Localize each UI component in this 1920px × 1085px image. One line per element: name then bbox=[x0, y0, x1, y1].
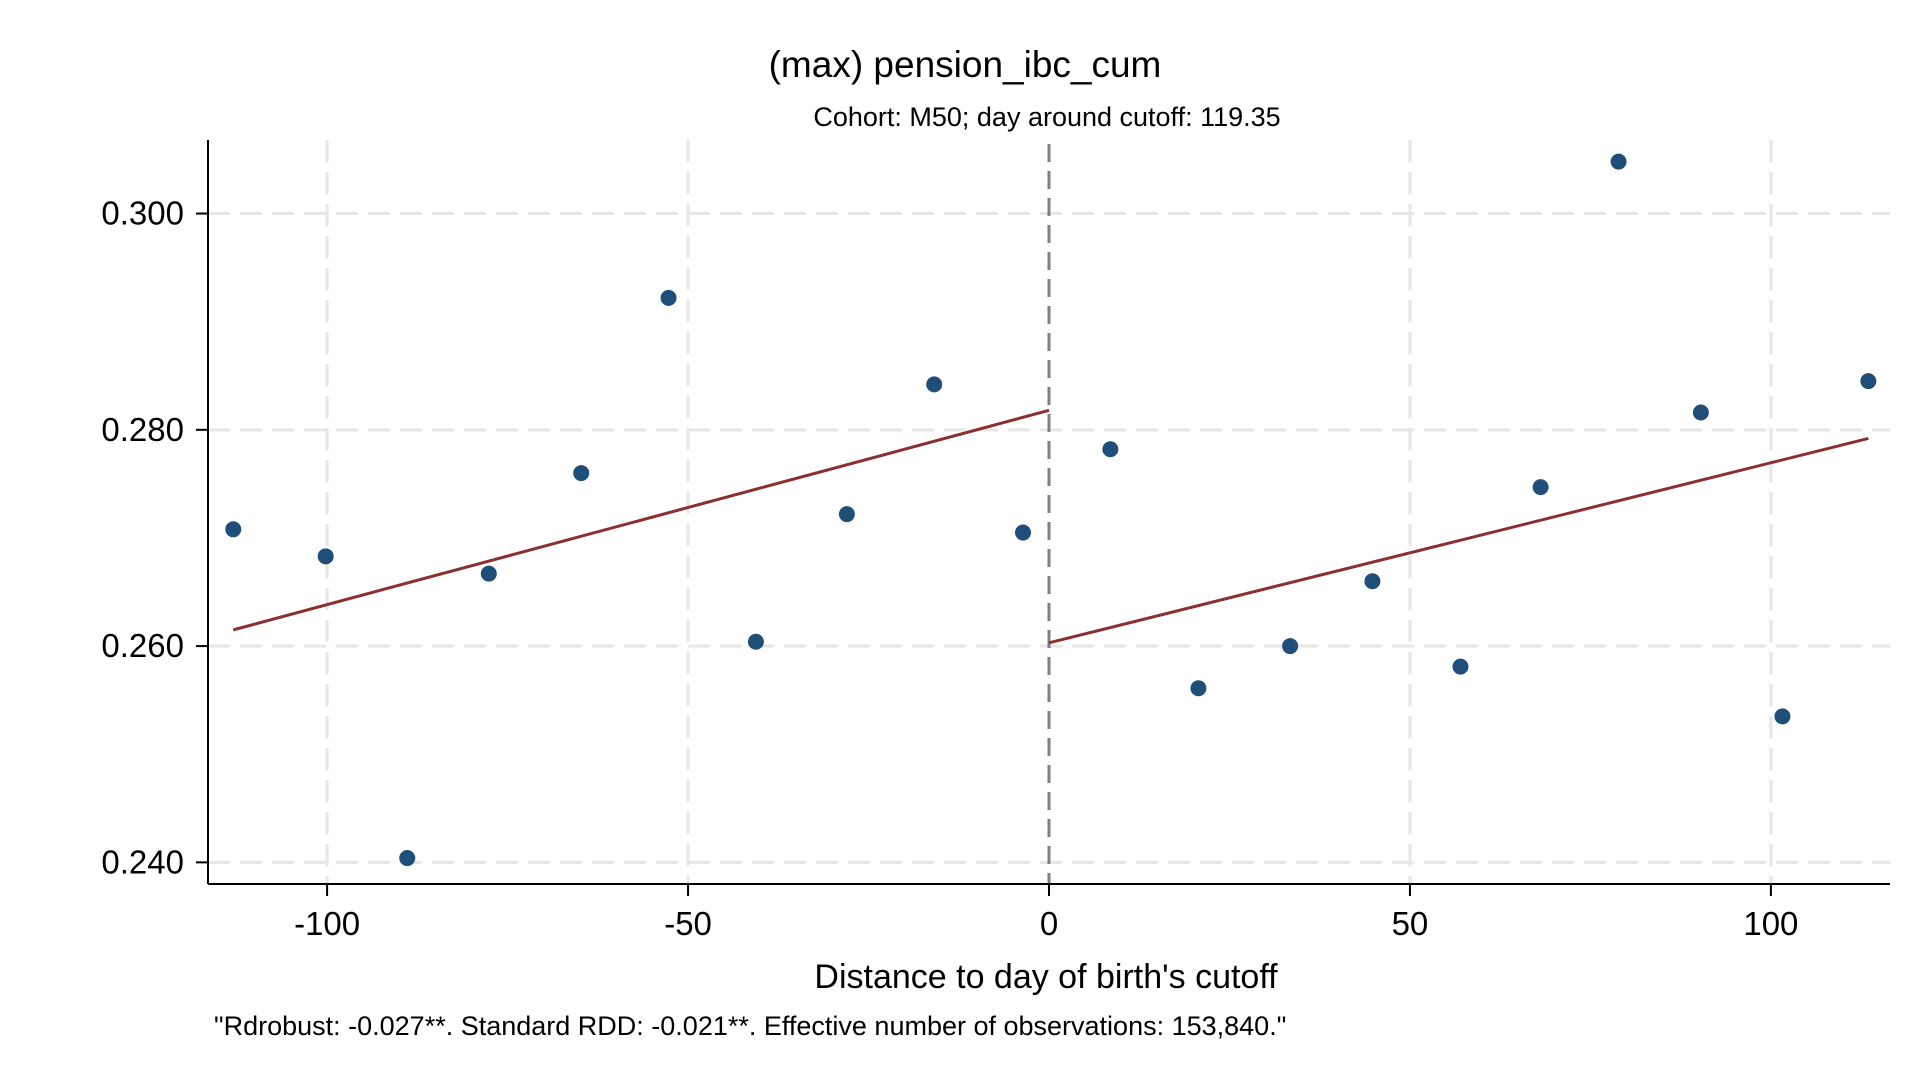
data-point bbox=[1190, 680, 1207, 697]
data-point bbox=[926, 376, 943, 393]
data-point bbox=[1692, 404, 1709, 421]
tick-labels-layer: 0.240 0.260 0.280 0.300 -100 -50 0 50 100 bbox=[101, 195, 1798, 942]
data-point bbox=[1610, 153, 1627, 170]
fit-line-segment bbox=[232, 408, 1050, 632]
chart-subtitle: Cohort: M50; day around cutoff: 119.35 bbox=[813, 102, 1280, 132]
y-tick-label: 0.280 bbox=[101, 411, 184, 448]
chart-title: (max) pension_ibc_cum bbox=[769, 44, 1162, 85]
y-tick-label: 0.240 bbox=[101, 843, 184, 880]
data-point bbox=[480, 565, 497, 582]
data-point bbox=[838, 506, 855, 523]
x-tick-label: -50 bbox=[664, 905, 712, 942]
data-point bbox=[1364, 573, 1381, 590]
data-point bbox=[317, 548, 334, 565]
x-tick-label: 0 bbox=[1040, 905, 1058, 942]
fit-line-layer bbox=[232, 408, 1869, 645]
data-point bbox=[573, 465, 590, 482]
fit-line-segment bbox=[1048, 437, 1869, 645]
data-point bbox=[399, 850, 416, 867]
data-point bbox=[660, 289, 677, 306]
data-point bbox=[1102, 441, 1119, 458]
data-point bbox=[747, 633, 764, 650]
chart-note: "Rdrobust: -0.027**. Standard RDD: -0.02… bbox=[214, 1011, 1286, 1041]
points-layer bbox=[225, 153, 1877, 867]
data-point bbox=[1532, 479, 1549, 496]
data-point bbox=[1282, 638, 1299, 655]
x-tick-label: 100 bbox=[1743, 905, 1798, 942]
data-point bbox=[225, 521, 242, 538]
y-tick-label: 0.300 bbox=[101, 195, 184, 232]
x-axis-label: Distance to day of birth's cutoff bbox=[814, 958, 1278, 996]
data-point bbox=[1774, 708, 1791, 725]
data-point bbox=[1015, 524, 1032, 541]
x-tick-label: -100 bbox=[294, 905, 360, 942]
data-point bbox=[1452, 658, 1469, 675]
data-point bbox=[1860, 373, 1877, 390]
y-tick-label: 0.260 bbox=[101, 627, 184, 664]
x-tick-label: 50 bbox=[1392, 905, 1429, 942]
axes-layer bbox=[196, 140, 1890, 896]
